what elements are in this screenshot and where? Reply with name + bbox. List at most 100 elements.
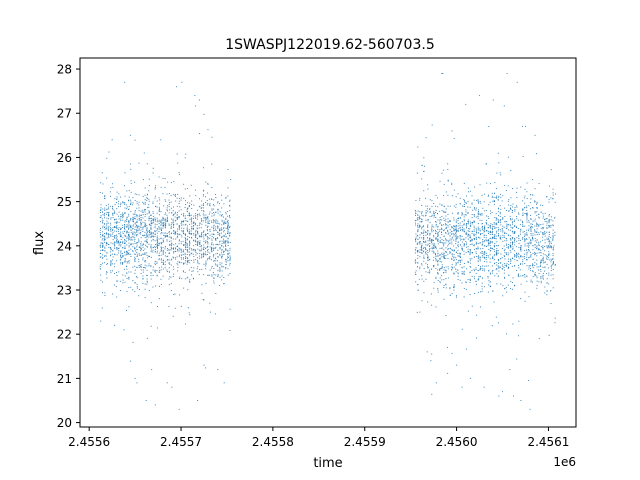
data-point — [526, 191, 528, 193]
data-point — [213, 248, 215, 250]
data-point — [166, 207, 168, 209]
data-point — [219, 262, 221, 264]
data-point — [110, 228, 112, 230]
data-point — [443, 249, 445, 251]
data-point — [445, 224, 447, 226]
data-point — [178, 216, 180, 218]
data-point — [530, 240, 532, 242]
data-point — [150, 302, 152, 304]
data-point — [528, 266, 530, 268]
data-point — [510, 260, 512, 262]
data-point — [152, 215, 154, 217]
data-point — [204, 367, 206, 369]
data-point — [416, 217, 418, 219]
data-point — [419, 199, 421, 201]
data-point — [495, 188, 497, 190]
data-point — [128, 237, 130, 239]
data-point — [209, 229, 211, 231]
data-point — [116, 240, 118, 242]
data-point — [156, 252, 158, 254]
data-point — [201, 284, 203, 286]
data-point — [206, 192, 208, 194]
data-point — [536, 203, 538, 205]
data-point — [491, 270, 493, 272]
data-point — [439, 222, 441, 224]
data-point — [136, 242, 138, 244]
data-point — [211, 136, 213, 138]
data-point — [164, 261, 166, 263]
data-point — [190, 218, 192, 220]
data-point — [473, 214, 475, 216]
data-point — [469, 252, 471, 254]
data-point — [433, 245, 435, 247]
data-point — [540, 224, 542, 226]
data-point — [538, 216, 540, 218]
data-point — [106, 243, 108, 245]
data-point — [437, 239, 439, 241]
data-point — [152, 167, 154, 169]
data-point — [171, 386, 173, 388]
data-point — [184, 234, 186, 236]
data-point — [540, 278, 542, 280]
data-point — [475, 272, 477, 274]
data-point — [118, 252, 120, 254]
data-point — [552, 259, 554, 261]
data-point — [164, 219, 166, 221]
data-point — [167, 217, 169, 219]
data-point — [195, 235, 197, 237]
data-point — [134, 260, 136, 262]
data-point — [437, 231, 439, 233]
data-point — [534, 234, 536, 236]
data-point — [423, 225, 425, 227]
data-point — [109, 247, 111, 249]
data-point — [102, 249, 104, 251]
data-point — [134, 258, 136, 260]
data-point — [433, 244, 435, 246]
data-point — [144, 194, 146, 196]
data-point — [203, 210, 205, 212]
data-point — [160, 278, 162, 280]
data-point — [213, 215, 215, 217]
data-point — [532, 179, 534, 181]
data-point — [170, 195, 172, 197]
data-point — [106, 224, 108, 226]
data-point — [503, 276, 505, 278]
data-point — [124, 202, 126, 204]
data-point — [128, 278, 130, 280]
data-point — [160, 220, 162, 222]
data-point — [502, 234, 504, 236]
data-point — [99, 256, 101, 258]
data-point — [437, 279, 439, 281]
data-point — [548, 246, 550, 248]
data-point — [492, 229, 494, 231]
data-point — [154, 230, 156, 232]
data-point — [469, 228, 471, 230]
data-point — [179, 206, 181, 208]
data-point — [526, 242, 528, 244]
data-point — [195, 195, 197, 197]
data-point — [128, 220, 130, 222]
data-point — [457, 223, 459, 225]
data-point — [225, 268, 227, 270]
data-point — [192, 248, 194, 250]
data-point — [206, 236, 208, 238]
data-point — [492, 225, 494, 227]
data-point — [104, 238, 106, 240]
data-point — [146, 213, 148, 215]
data-point — [116, 254, 118, 256]
data-point — [461, 386, 463, 388]
data-point — [118, 242, 120, 244]
data-point — [524, 262, 526, 264]
data-point — [465, 214, 467, 216]
data-point — [194, 105, 196, 107]
data-point — [518, 257, 520, 259]
data-point — [144, 203, 146, 205]
data-point — [501, 247, 503, 249]
data-point — [188, 229, 190, 231]
data-point — [427, 267, 429, 269]
data-point — [463, 266, 465, 268]
data-point — [550, 241, 552, 243]
data-point — [435, 238, 437, 240]
data-point — [509, 250, 511, 252]
data-point — [154, 247, 156, 249]
